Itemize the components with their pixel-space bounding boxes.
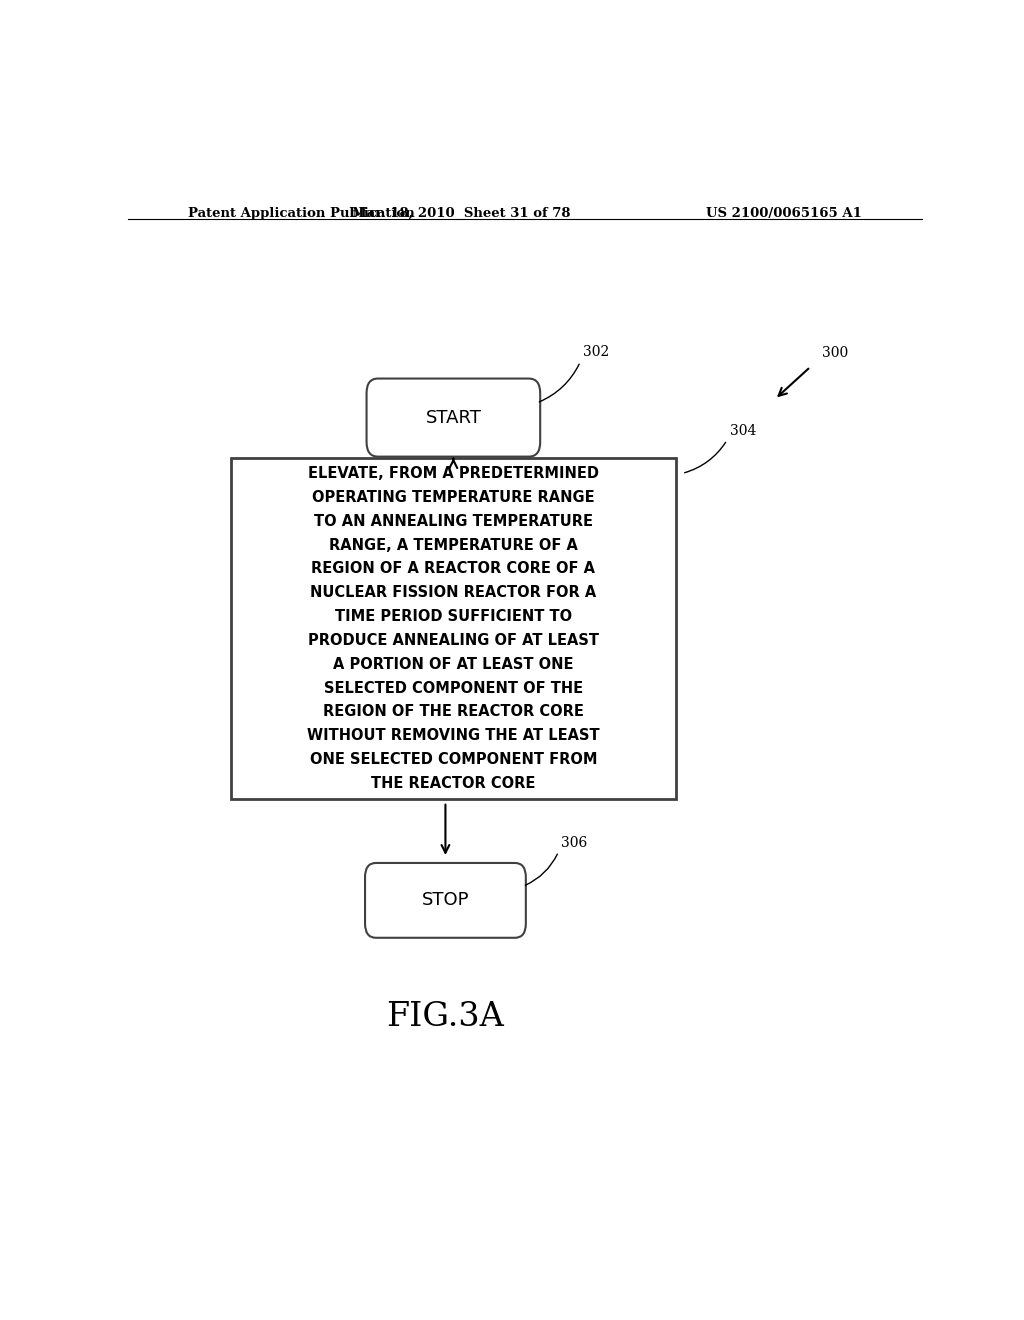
Text: US 2100/0065165 A1: US 2100/0065165 A1 [707, 207, 862, 220]
Text: SELECTED COMPONENT OF THE: SELECTED COMPONENT OF THE [324, 681, 583, 696]
Text: ELEVATE, FROM A PREDETERMINED: ELEVATE, FROM A PREDETERMINED [308, 466, 599, 480]
Text: Mar. 18, 2010  Sheet 31 of 78: Mar. 18, 2010 Sheet 31 of 78 [352, 207, 570, 220]
Text: OPERATING TEMPERATURE RANGE: OPERATING TEMPERATURE RANGE [312, 490, 595, 504]
Text: RANGE, A TEMPERATURE OF A: RANGE, A TEMPERATURE OF A [329, 537, 578, 553]
Text: TO AN ANNEALING TEMPERATURE: TO AN ANNEALING TEMPERATURE [314, 513, 593, 529]
Text: ONE SELECTED COMPONENT FROM: ONE SELECTED COMPONENT FROM [309, 752, 597, 767]
Text: FIG.3A: FIG.3A [386, 1002, 505, 1034]
Text: REGION OF A REACTOR CORE OF A: REGION OF A REACTOR CORE OF A [311, 561, 595, 577]
FancyBboxPatch shape [367, 379, 541, 457]
Text: NUCLEAR FISSION REACTOR FOR A: NUCLEAR FISSION REACTOR FOR A [310, 585, 597, 601]
Text: 306: 306 [561, 836, 587, 850]
Text: TIME PERIOD SUFFICIENT TO: TIME PERIOD SUFFICIENT TO [335, 609, 572, 624]
Text: Patent Application Publication: Patent Application Publication [187, 207, 415, 220]
Text: 302: 302 [583, 345, 609, 359]
Text: WITHOUT REMOVING THE AT LEAST: WITHOUT REMOVING THE AT LEAST [307, 729, 600, 743]
Text: STOP: STOP [422, 891, 469, 909]
Text: A PORTION OF AT LEAST ONE: A PORTION OF AT LEAST ONE [333, 657, 573, 672]
Text: START: START [425, 409, 481, 426]
Text: 300: 300 [822, 346, 849, 359]
Text: PRODUCE ANNEALING OF AT LEAST: PRODUCE ANNEALING OF AT LEAST [308, 632, 599, 648]
Text: THE REACTOR CORE: THE REACTOR CORE [371, 776, 536, 791]
FancyBboxPatch shape [365, 863, 526, 937]
Text: 304: 304 [729, 424, 756, 438]
FancyBboxPatch shape [231, 458, 676, 799]
Text: REGION OF THE REACTOR CORE: REGION OF THE REACTOR CORE [323, 705, 584, 719]
